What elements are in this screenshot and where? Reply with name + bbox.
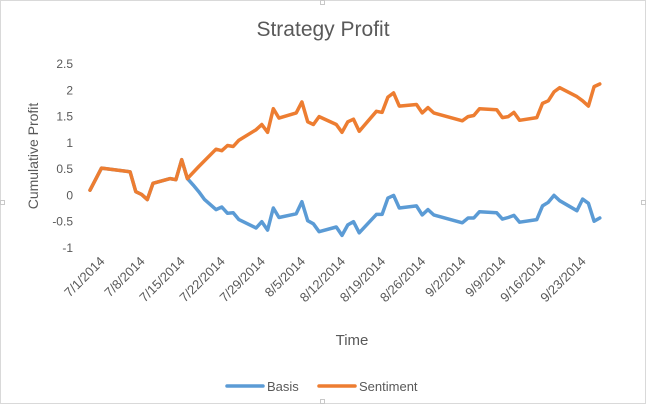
series-line-basis <box>88 157 602 238</box>
chart-title: Strategy Profit <box>256 18 389 41</box>
legend-label-basis: Basis <box>267 379 299 394</box>
y-tick-label: 1.5 <box>56 110 73 124</box>
y-axis-ticks: 2.5 2 1.5 1 0.5 0 -0.5 -1 <box>52 57 73 255</box>
series-line-sentiment <box>88 82 602 202</box>
x-axis-ticks: 7/1/20147/8/20147/15/20147/22/20147/29/2… <box>61 254 589 306</box>
y-tick-label: 0 <box>66 188 73 202</box>
y-tick-label: 2 <box>66 83 73 97</box>
y-axis-title: Cumulative Profit <box>25 103 41 210</box>
legend: Basis Sentiment <box>225 379 418 394</box>
legend-label-sentiment: Sentiment <box>359 379 418 394</box>
y-tick-label: 1 <box>66 136 73 150</box>
series-lines <box>88 82 602 238</box>
x-tick-label: 9/2/2014 <box>422 254 468 300</box>
left-resize-handle[interactable] <box>0 200 5 205</box>
x-axis-title: Time <box>336 332 369 349</box>
y-tick-label: -1 <box>62 241 73 255</box>
y-tick-label: -0.5 <box>52 215 73 229</box>
top-resize-handle[interactable] <box>320 0 325 5</box>
y-tick-label: 2.5 <box>56 57 73 71</box>
x-tick-label: 7/1/2014 <box>61 254 107 300</box>
y-tick-label: 0.5 <box>56 162 73 176</box>
